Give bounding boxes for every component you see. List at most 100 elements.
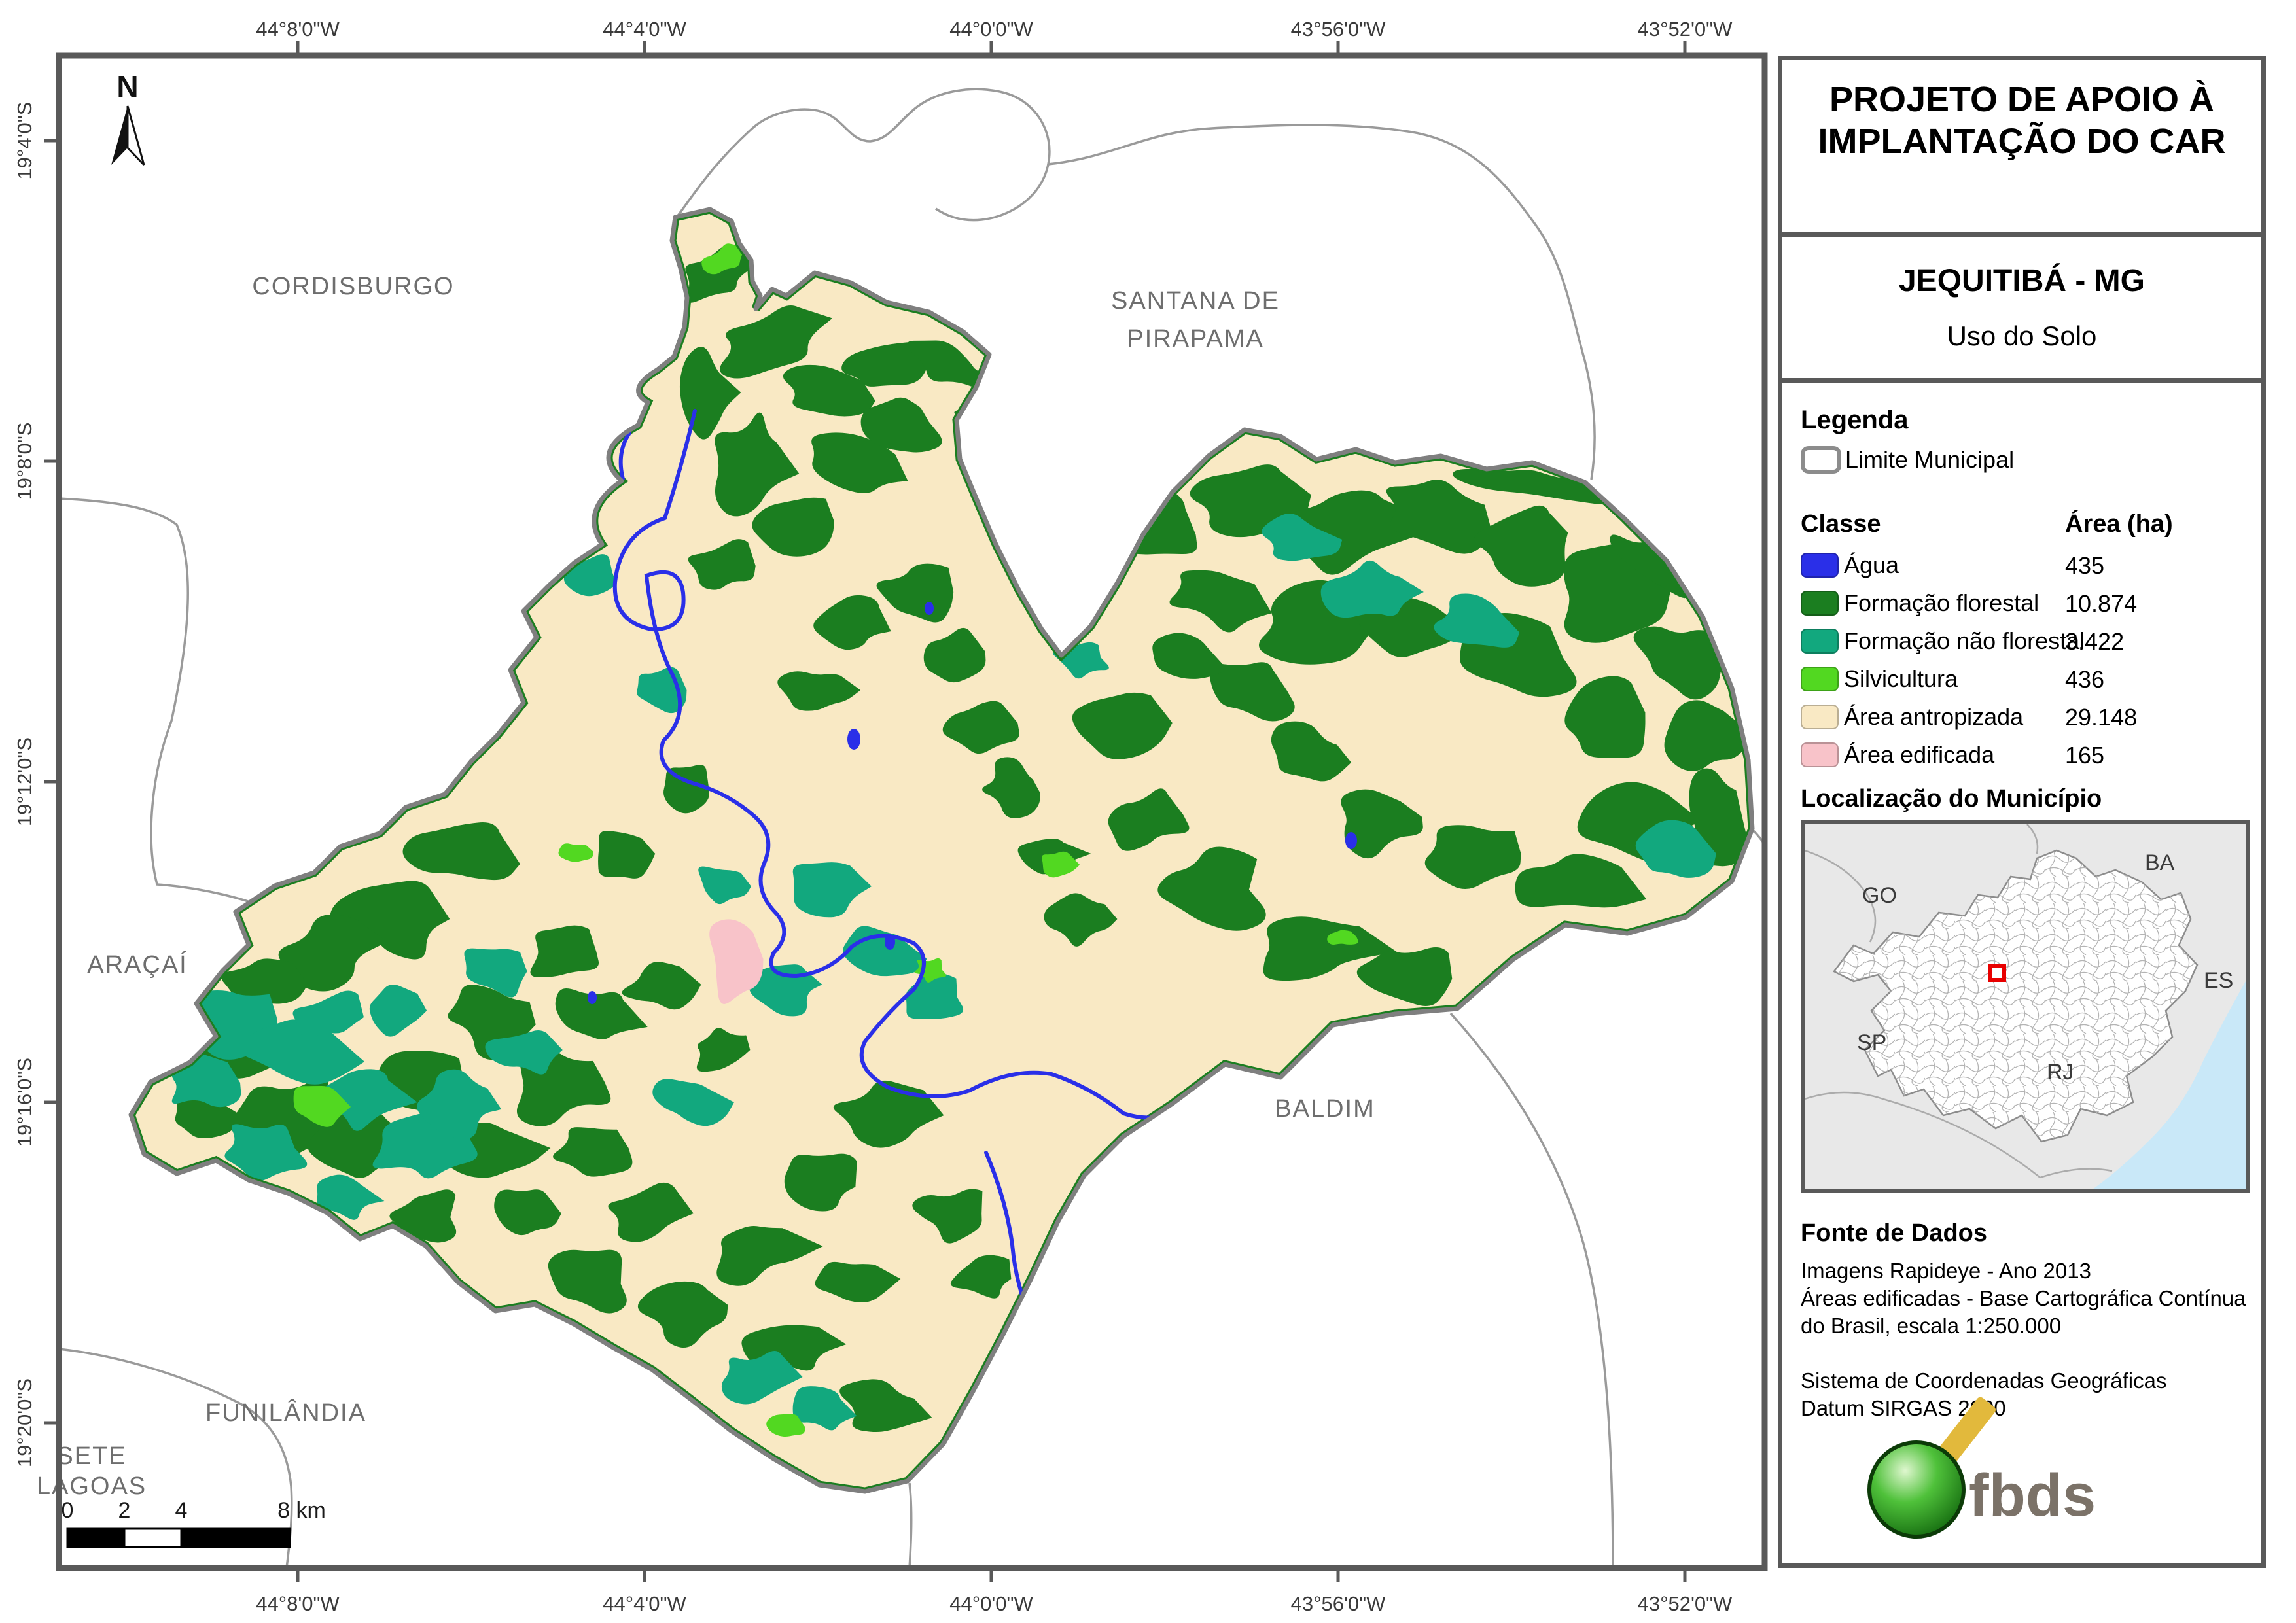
forest-patch xyxy=(175,1091,241,1139)
forest-patch xyxy=(841,341,928,387)
lat-tick-label: 19°16'0"S xyxy=(13,1058,36,1147)
forest-patch xyxy=(860,397,942,453)
forest-patch xyxy=(923,627,986,683)
forest-patch xyxy=(221,958,308,1005)
legend-area-value: 165 xyxy=(2065,742,2105,769)
forest-patch xyxy=(548,1249,627,1314)
non-forest-patch xyxy=(1635,820,1716,878)
legend-area-value: 3.422 xyxy=(2065,628,2125,655)
legend-label: Formação florestal xyxy=(1844,589,2040,616)
place-label: PIRAPAMA xyxy=(1127,325,1264,353)
lon-tick-label: 43°52'0"W xyxy=(1638,18,1733,41)
lon-tick-label: 44°0'0"W xyxy=(949,1592,1033,1615)
place-labels: CORDISBURGO SANTANA DE PIRAPAMA ARAÇAÍ BALDI… xyxy=(37,273,1375,1500)
forest-patch xyxy=(1072,692,1173,759)
non-forest-patch xyxy=(292,990,364,1038)
forest-patch xyxy=(1474,505,1568,587)
non-forest-patch xyxy=(464,948,527,998)
legend-label: Formação não florestal xyxy=(1844,627,2085,654)
place-label: CORDISBURGO xyxy=(252,273,454,300)
forest-patch xyxy=(715,412,800,517)
legend-swatch-silvicultura xyxy=(1801,667,1839,691)
non-forest-patch xyxy=(238,1019,365,1085)
logo-text: fbds xyxy=(1969,1462,2096,1529)
forest-patch xyxy=(1577,782,1702,865)
project-title: PROJETO DE APOIO À IMPLANTAÇÃO DO CAR xyxy=(1782,79,2261,162)
legend-area-value: 436 xyxy=(2065,666,2105,693)
non-forest-patch xyxy=(1262,514,1343,561)
silviculture-patch xyxy=(701,243,746,275)
silviculture-patch xyxy=(293,1085,351,1127)
legend-swatch-formacao-nao-florestal xyxy=(1801,629,1839,654)
state-labels: GO BA ES SP RJ xyxy=(1857,850,2233,1085)
forest-patch xyxy=(696,1028,751,1072)
scale-bar xyxy=(66,1527,291,1548)
legend-row: Silvicultura xyxy=(1801,663,1958,695)
non-forest-patch xyxy=(317,1174,385,1220)
scalebar-label: 2 xyxy=(118,1498,131,1523)
municipality-outline xyxy=(128,207,1755,1494)
non-forest-patch xyxy=(224,1124,308,1181)
forest-patch xyxy=(553,1127,633,1177)
legend-label: Área edificada xyxy=(1844,741,1995,768)
scalebar-label: 4 xyxy=(175,1498,188,1523)
legend-swatch-area-antropizada xyxy=(1801,705,1839,729)
lat-tick-label: 19°12'0"S xyxy=(13,737,36,826)
legend-area-value: 29.148 xyxy=(2065,704,2138,731)
forest-patch xyxy=(1108,788,1190,851)
state-borders xyxy=(1804,824,2113,1179)
forest-patch xyxy=(1157,846,1266,931)
non-forest-patch xyxy=(1320,560,1424,618)
datasource-line: Sistema de Coordenadas Geográficas xyxy=(1801,1369,2167,1393)
lon-tick-label: 44°4'0"W xyxy=(603,18,686,41)
non-forest-patch xyxy=(652,1079,734,1126)
forest-patch xyxy=(813,595,891,650)
map-frame xyxy=(56,52,1768,1571)
silviculture-patch xyxy=(1042,851,1080,878)
north-arrow: N xyxy=(111,69,145,166)
forest-patch xyxy=(1633,626,1722,700)
lat-tick-label: 19°8'0"S xyxy=(13,423,36,500)
forest-patch xyxy=(598,830,656,879)
lon-tick-label: 44°4'0"W xyxy=(603,1592,686,1615)
location-heading: Localização do Município xyxy=(1801,785,2102,812)
lon-tick-label: 43°52'0"W xyxy=(1638,1592,1733,1615)
forest-patch xyxy=(783,364,875,417)
forest-patch xyxy=(494,1189,561,1236)
legend-label: Água xyxy=(1844,551,1899,578)
place-label: ARAÇAÍ xyxy=(87,951,187,979)
municipality-marker xyxy=(1988,964,2006,982)
limite-municipal-label: Limite Municipal xyxy=(1845,446,2015,473)
forest-patch xyxy=(622,962,701,1010)
state-label: ES xyxy=(2204,968,2233,993)
legend-row: Formação não florestal xyxy=(1801,625,2085,657)
forest-patch xyxy=(637,1281,728,1348)
legend-label: Área antropizada xyxy=(1844,703,2024,730)
lakes-agua xyxy=(588,602,1357,1004)
state-label: GO xyxy=(1862,883,1897,908)
datasource-line: Imagens Rapideye - Ano 2013 xyxy=(1801,1259,2091,1283)
scalebar-label: 8 km xyxy=(277,1498,326,1523)
locator-map: GO BA ES SP RJ xyxy=(1801,820,2250,1193)
legend-label: Silvicultura xyxy=(1844,665,1958,692)
non-forest-patch xyxy=(319,1069,417,1131)
forest-patch xyxy=(942,701,1019,754)
limite-municipal-swatch xyxy=(1801,446,1841,474)
forest-patch xyxy=(1356,947,1453,1006)
non-forest-patch xyxy=(721,1350,803,1405)
non-forest-patch xyxy=(792,862,872,918)
forest-patch xyxy=(1209,662,1295,722)
place-label: BALDIM xyxy=(1275,1095,1375,1123)
forest-patch xyxy=(1386,479,1491,554)
legend-limite-municipal: Limite Municipal xyxy=(1801,445,2014,475)
forest-patch xyxy=(815,1261,901,1302)
forest-patch xyxy=(716,1226,823,1286)
forest-patch xyxy=(752,497,834,557)
lat-tick-label: 19°4'0"S xyxy=(13,102,36,180)
forest-patch xyxy=(1610,534,1687,599)
non-forest-patch xyxy=(563,554,616,597)
forest-patch xyxy=(912,1189,983,1244)
forest-patch xyxy=(1044,893,1118,947)
